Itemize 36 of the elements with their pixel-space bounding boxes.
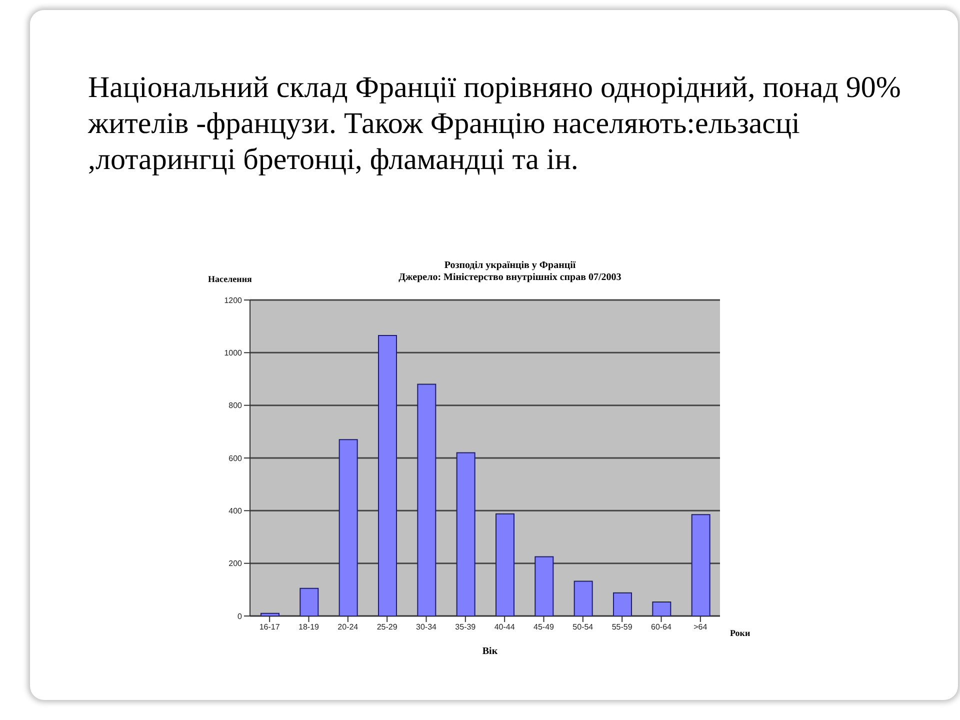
x-tick-label: 30-34 — [416, 622, 438, 632]
x-tick-label: 16-17 — [259, 622, 280, 632]
x-tick-label: 25-29 — [376, 622, 398, 632]
bar — [338, 439, 358, 616]
y-tick-label: 800 — [228, 401, 243, 410]
y-tick-label: 600 — [228, 454, 243, 463]
x-tick-label: 20-24 — [338, 622, 359, 632]
bar — [378, 335, 397, 616]
y-tick-label: 0 — [238, 612, 243, 621]
text: Національний склад Франції порівняно однорідний, понад 90% жителів -французи. Також Францію населяють:ельзасці ,лотарингці бретонці, фламандці та ін. — [88, 70, 902, 178]
x-tick-label: 55-59 — [612, 622, 633, 632]
bar — [417, 384, 436, 616]
x-tick-label: 40-44 — [494, 622, 516, 632]
y-tick-label: 200 — [228, 559, 243, 568]
x-tick-label: 35-39 — [455, 622, 476, 632]
bar — [534, 556, 554, 616]
x-axis-title: Вік — [481, 646, 499, 657]
y-tick-label: 1000 — [224, 348, 243, 358]
x-tick-label: >64 — [694, 622, 708, 632]
bar — [613, 592, 632, 616]
x-tick-label: 18-19 — [298, 622, 320, 632]
text: Роки — [730, 628, 750, 638]
y-tick-label: 400 — [228, 506, 243, 516]
bar — [652, 602, 672, 616]
chart-subtitle: Джерело: Міністерство внутрішніх справ 07/2003 — [398, 272, 622, 284]
bar — [456, 452, 476, 616]
bar — [496, 513, 514, 616]
y-axis-title: Населення — [208, 274, 252, 284]
x-tick-label: 45-49 — [534, 622, 555, 632]
x-tick-label: 60-64 — [651, 622, 672, 632]
bar — [300, 588, 319, 616]
chart-title: Розподіл українців у Франції — [443, 260, 577, 272]
x-tick-label: 50-54 — [572, 622, 594, 632]
bar — [574, 580, 593, 616]
bar — [691, 514, 710, 616]
y-tick-label: 1200 — [224, 296, 243, 305]
